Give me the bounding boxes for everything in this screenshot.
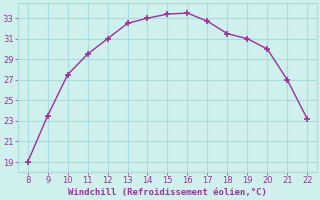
X-axis label: Windchill (Refroidissement éolien,°C): Windchill (Refroidissement éolien,°C) (68, 188, 267, 197)
